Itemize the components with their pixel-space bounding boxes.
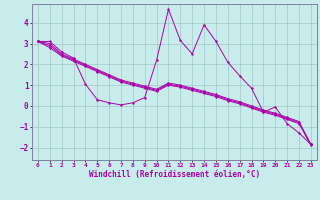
- X-axis label: Windchill (Refroidissement éolien,°C): Windchill (Refroidissement éolien,°C): [89, 170, 260, 179]
